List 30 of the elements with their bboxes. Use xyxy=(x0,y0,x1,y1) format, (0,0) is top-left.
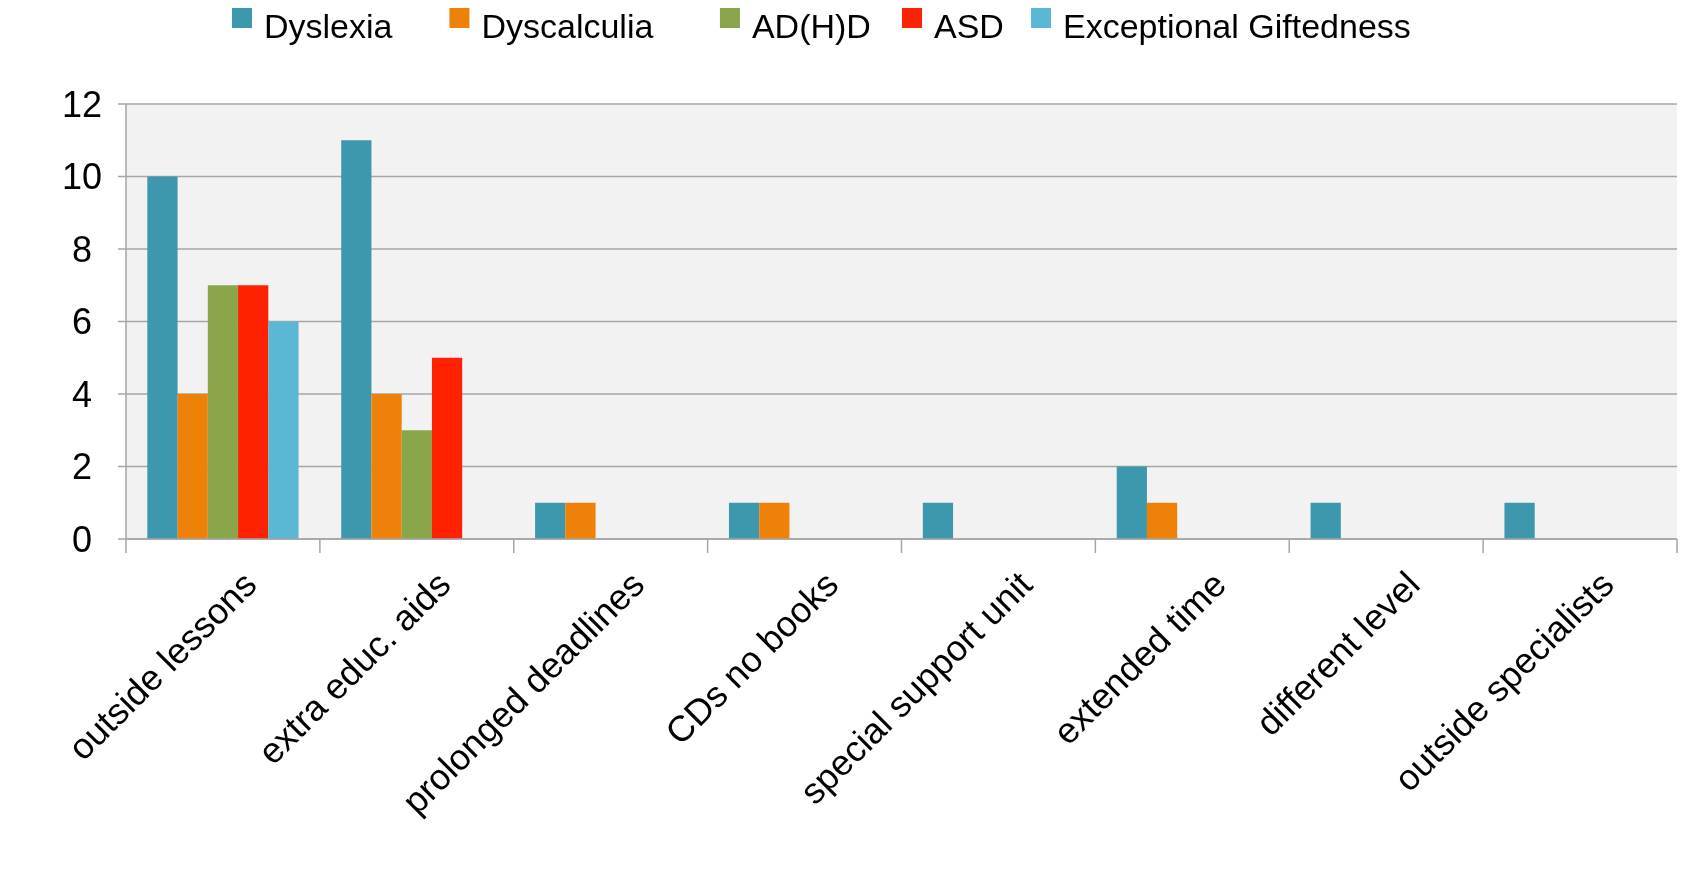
y-tick-label: 10 xyxy=(61,156,103,198)
bar xyxy=(1504,502,1535,539)
bar xyxy=(535,502,566,539)
y-tick-label: 4 xyxy=(71,373,93,415)
bar xyxy=(268,321,299,539)
bar xyxy=(1310,502,1341,539)
bar xyxy=(728,502,760,539)
bar xyxy=(371,394,402,539)
y-tick-label: 6 xyxy=(71,301,93,343)
bar xyxy=(207,285,239,539)
bar xyxy=(341,140,372,539)
bar xyxy=(401,430,432,539)
bar xyxy=(565,502,596,539)
bar xyxy=(1146,502,1178,539)
bar xyxy=(922,502,954,539)
bar xyxy=(177,394,208,539)
legend-label: Exceptional Giftedness xyxy=(1063,6,1411,45)
bar xyxy=(147,176,178,539)
legend-label: Dyscalculia xyxy=(481,6,654,45)
y-tick-label: 0 xyxy=(71,518,93,560)
y-tick-label: 8 xyxy=(71,228,93,270)
bar xyxy=(759,502,790,539)
y-tick-label: 2 xyxy=(71,446,93,488)
legend-label: Dyslexia xyxy=(264,6,393,45)
legend-label: AD(H)D xyxy=(751,6,871,45)
bar xyxy=(238,285,269,539)
bar xyxy=(431,357,463,539)
bar xyxy=(1116,466,1147,539)
legend-label: ASD xyxy=(934,6,1004,45)
y-tick-label: 12 xyxy=(61,83,103,125)
